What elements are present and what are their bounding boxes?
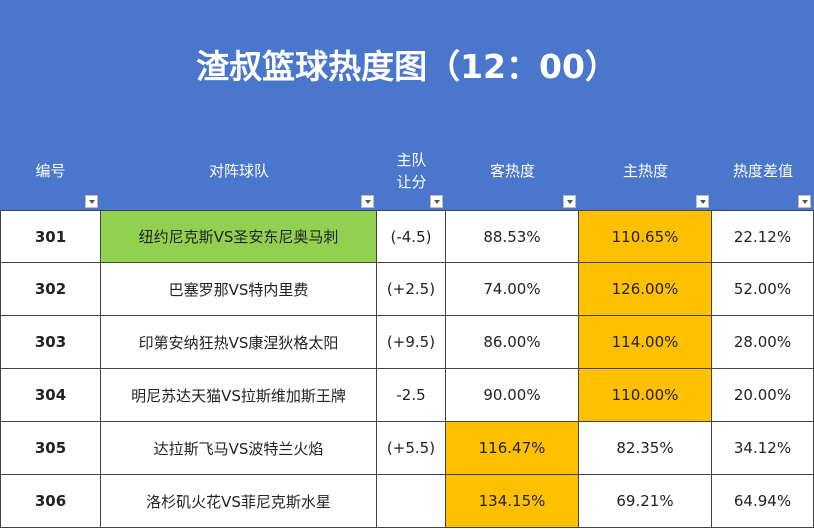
match-id: 306 [0, 475, 101, 528]
teams: 洛杉矶火花VS菲尼克斯水星 [101, 475, 377, 528]
heat-diff: 20.00% [712, 369, 814, 422]
home-heat: 69.21% [579, 475, 712, 528]
teams: 纽约尼克斯VS圣安东尼奥马刺 [101, 210, 377, 263]
title: 渣叔篮球热度图（12：00） [196, 47, 618, 86]
away-heat: 74.00% [446, 263, 579, 316]
away-heat: 88.53% [446, 210, 579, 263]
away-heat: 86.00% [446, 316, 579, 369]
away-heat: 90.00% [446, 369, 579, 422]
filter-button[interactable] [696, 195, 709, 208]
teams: 明尼苏达天猫VS拉斯维加斯王牌 [101, 369, 377, 422]
match-id: 305 [0, 422, 101, 475]
teams: 达拉斯飞马VS波特兰火焰 [101, 422, 377, 475]
handicap: -2.5 [377, 369, 446, 422]
home-heat: 110.00% [579, 369, 712, 422]
heat-diff: 28.00% [712, 316, 814, 369]
column-header: 客热度 [489, 162, 535, 180]
column-header: 主队 让分 [396, 151, 427, 191]
filter-button[interactable] [430, 195, 443, 208]
header-band [0, 0, 814, 210]
column-header: 主热度 [622, 162, 668, 180]
filter-button[interactable] [361, 195, 374, 208]
away-heat: 116.47% [446, 422, 579, 475]
home-heat: 110.65% [579, 210, 712, 263]
home-heat: 126.00% [579, 263, 712, 316]
handicap [377, 475, 446, 528]
teams: 巴塞罗那VS特内里费 [101, 263, 377, 316]
heat-diff: 64.94% [712, 475, 814, 528]
away-heat: 134.15% [446, 475, 579, 528]
column-header: 编号 [35, 162, 66, 180]
match-id: 301 [0, 210, 101, 263]
teams: 印第安纳狂热VS康涅狄格太阳 [101, 316, 377, 369]
column-header: 对阵球队 [208, 162, 269, 180]
heat-diff: 22.12% [712, 210, 814, 263]
filter-button[interactable] [798, 195, 811, 208]
handicap: (+5.5) [377, 422, 446, 475]
handicap: (-4.5) [377, 210, 446, 263]
handicap: (+9.5) [377, 316, 446, 369]
handicap: (+2.5) [377, 263, 446, 316]
heat-diff: 52.00% [712, 263, 814, 316]
home-heat: 82.35% [579, 422, 712, 475]
filter-button[interactable] [85, 195, 98, 208]
heat-diff: 34.12% [712, 422, 814, 475]
filter-button[interactable] [563, 195, 576, 208]
match-id: 302 [0, 263, 101, 316]
home-heat: 114.00% [579, 316, 712, 369]
column-header: 热度差值 [732, 162, 793, 180]
match-id: 304 [0, 369, 101, 422]
match-id: 303 [0, 316, 101, 369]
